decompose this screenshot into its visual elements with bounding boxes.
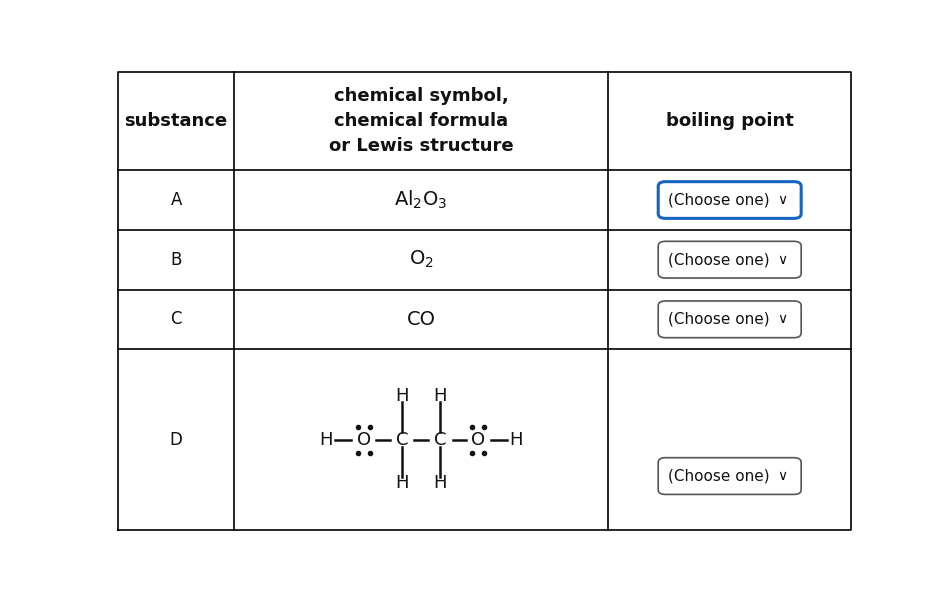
Text: D: D [169,431,183,449]
Text: (Choose one): (Choose one) [668,468,769,483]
Text: ∨: ∨ [778,312,788,327]
Text: H: H [433,387,447,405]
Text: (Choose one): (Choose one) [668,252,769,267]
FancyBboxPatch shape [658,458,801,495]
Text: boiling point: boiling point [666,112,794,130]
Text: C: C [434,431,447,449]
Text: chemical symbol,
chemical formula
or Lewis structure: chemical symbol, chemical formula or Lew… [328,87,514,155]
Text: B: B [170,251,182,269]
Text: (Choose one): (Choose one) [668,312,769,327]
Text: H: H [510,431,523,449]
Text: H: H [395,387,409,405]
Text: C: C [395,431,409,449]
Text: H: H [319,431,332,449]
FancyBboxPatch shape [658,301,801,338]
Text: ∨: ∨ [778,193,788,207]
Text: O: O [357,431,371,449]
Text: $\mathregular{Al_2O_3}$: $\mathregular{Al_2O_3}$ [394,189,447,211]
Text: CO: CO [407,310,435,329]
Text: C: C [170,311,182,328]
Text: A: A [170,191,182,209]
Text: H: H [395,474,409,492]
FancyBboxPatch shape [658,182,801,218]
Text: O: O [471,431,485,449]
Text: substance: substance [125,112,228,130]
Text: (Choose one): (Choose one) [668,193,769,207]
Text: H: H [433,474,447,492]
Text: ∨: ∨ [778,253,788,266]
Text: ∨: ∨ [778,469,788,483]
FancyBboxPatch shape [658,241,801,278]
Text: $\mathregular{O_2}$: $\mathregular{O_2}$ [409,249,433,271]
